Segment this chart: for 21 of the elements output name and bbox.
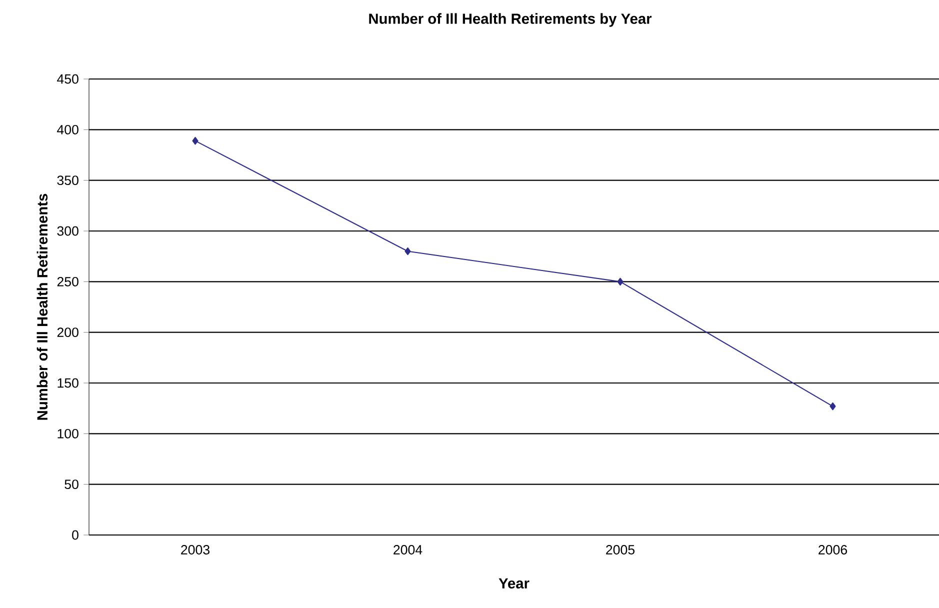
x-tick-label: 2003	[181, 545, 210, 554]
point	[192, 136, 198, 145]
y-tick-label: 150	[58, 378, 78, 388]
x-tick-label: 2005	[606, 545, 635, 554]
y-tick-label: 300	[57, 226, 78, 236]
point	[830, 402, 836, 410]
y-tick-label: 200	[57, 328, 78, 338]
chart-title: Number of Ill Health Retirements by Year	[369, 13, 652, 27]
y-tick-label: 50	[64, 480, 78, 490]
point	[617, 278, 624, 286]
x-tick-label: 2006	[818, 545, 848, 554]
y-tick-label: 100	[58, 428, 78, 438]
y-tick-label: 0	[72, 530, 78, 540]
y-tick-label: 400	[57, 124, 78, 134]
y-axis-title: Number of Ill Health Retirements	[36, 194, 48, 420]
y-tick-label: 250	[57, 276, 78, 286]
y-tick-label: 350	[57, 176, 78, 186]
y-tick-label: 450	[57, 74, 78, 84]
point	[404, 247, 411, 256]
x-axis-title: Year	[498, 578, 530, 589]
x-tick-label: 2004	[394, 545, 422, 554]
